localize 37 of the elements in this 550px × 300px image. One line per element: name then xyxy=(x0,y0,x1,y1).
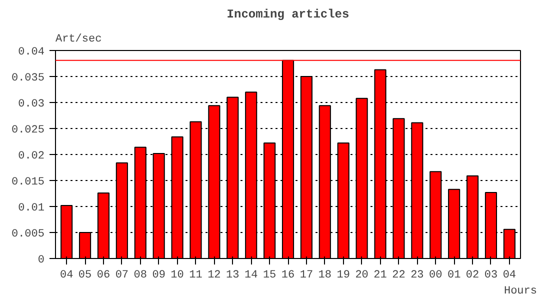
x-tick-label: 16 xyxy=(281,270,295,282)
x-tick-label: 15 xyxy=(262,270,276,282)
x-tick-label: 09 xyxy=(152,270,166,282)
x-tick-label: 23 xyxy=(410,270,424,282)
x-tick-label: 19 xyxy=(336,270,350,282)
y-tick-label: 0.04 xyxy=(18,46,45,58)
x-tick-label: 04 xyxy=(502,270,516,282)
x-tick-label: 14 xyxy=(244,270,258,282)
y-tick-label: 0.03 xyxy=(18,98,44,110)
x-tick-label: 00 xyxy=(429,270,442,282)
y-axis-title: Art/sec xyxy=(56,34,102,46)
x-tick-label: 18 xyxy=(318,270,332,282)
x-tick-label: 08 xyxy=(134,270,147,282)
x-tick-label: 12 xyxy=(208,270,221,282)
x-tick-label: 11 xyxy=(189,270,203,282)
y-tick-label: 0.02 xyxy=(18,150,44,162)
x-tick-label: 07 xyxy=(115,270,129,282)
x-tick-label: 22 xyxy=(392,270,406,282)
x-tick-label: 03 xyxy=(484,270,498,282)
y-tick-label: 0.015 xyxy=(11,176,45,188)
x-tick-label: 04 xyxy=(60,270,74,282)
x-tick-label: 20 xyxy=(355,270,368,282)
y-tick-label: 0.005 xyxy=(11,228,45,240)
x-tick-label: 06 xyxy=(96,270,110,282)
y-tick-label: 0.035 xyxy=(11,72,45,84)
y-tick-label: 0.025 xyxy=(11,124,45,136)
x-tick-label: 02 xyxy=(466,270,480,282)
x-tick-label: 01 xyxy=(447,270,462,282)
chart-title: Incoming articles xyxy=(226,8,350,22)
x-axis-title: Hours xyxy=(504,286,538,298)
x-tick-label: 21 xyxy=(374,270,388,282)
x-tick-label: 05 xyxy=(78,270,92,282)
x-tick-label: 13 xyxy=(226,270,240,282)
y-tick-label: 0 xyxy=(38,254,45,266)
x-tick-label: 10 xyxy=(170,270,184,282)
y-tick-label: 0.01 xyxy=(18,202,45,214)
x-tick-label: 17 xyxy=(300,270,314,282)
